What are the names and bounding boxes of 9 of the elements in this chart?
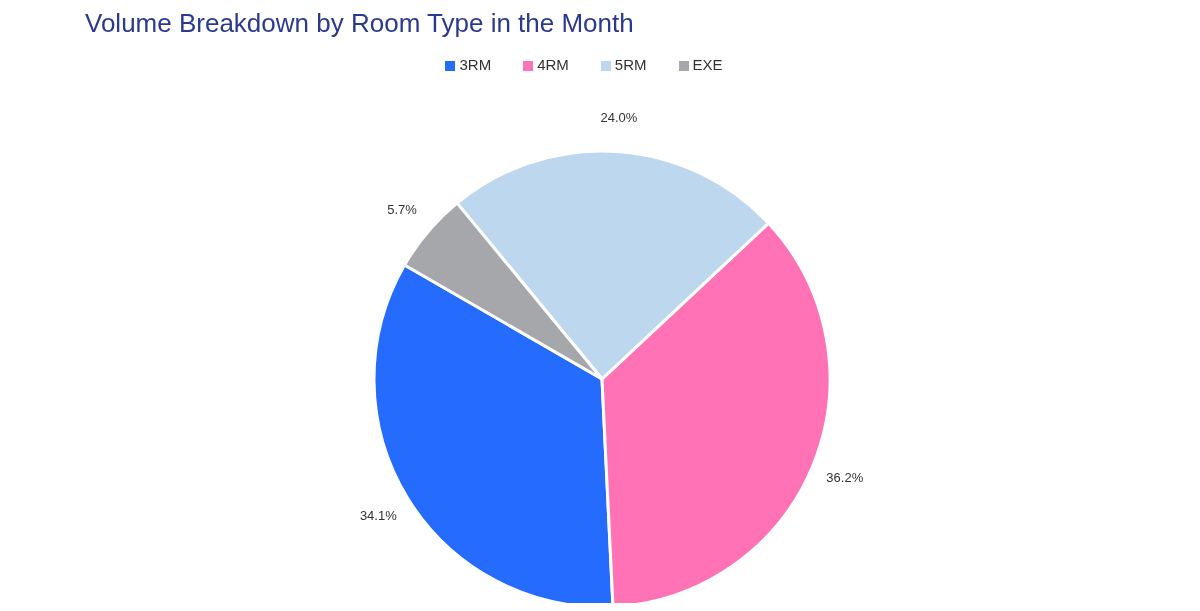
data-label: 36.2% bbox=[826, 469, 864, 485]
chart-title: Volume Breakdown by Room Type in the Month bbox=[85, 8, 634, 39]
data-label: 34.1% bbox=[359, 507, 398, 523]
legend-label: 4RM bbox=[537, 56, 569, 73]
legend-label: 3RM bbox=[459, 56, 492, 73]
data-label: 24.0% bbox=[600, 110, 638, 126]
legend-label: 5RM bbox=[614, 56, 647, 73]
data-label: 5.7% bbox=[387, 202, 418, 218]
legend-label: EXE bbox=[692, 56, 723, 73]
